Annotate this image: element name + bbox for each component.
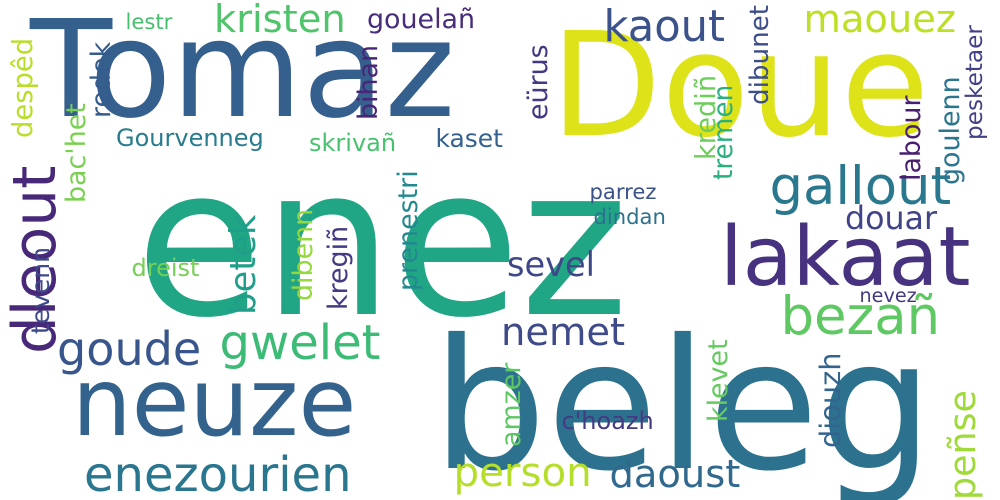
word-gwelet: gwelet [219, 315, 381, 371]
word-dindan: dindan [593, 203, 666, 229]
word-betek: betek [222, 214, 264, 315]
word-person: person [453, 449, 592, 496]
word-dibenn: dibenn [287, 208, 319, 301]
word-prenestri: prenestri [392, 169, 424, 291]
word-gouelan: gouelañ [367, 3, 476, 35]
word-kaout: kaout [603, 2, 725, 52]
word-dibunet: dibunet [745, 4, 775, 105]
word-dreist: dreist [131, 253, 200, 282]
word-daoust: daoust [609, 452, 741, 497]
word-gourvenneg: Gourvenneg [116, 123, 264, 152]
word-choazh: c'hoazh [561, 406, 654, 435]
word-diouzh: diouzh [812, 352, 847, 448]
word-parrez: parrez [589, 178, 657, 204]
word-douar: douar [845, 200, 937, 237]
word-beleg: beleg [432, 300, 934, 500]
word-bezan: bezañ [780, 286, 941, 347]
word-sevel: sevel [507, 244, 596, 284]
word-amzer: amzer [495, 362, 527, 447]
word-tevenn: tevenn [25, 246, 55, 334]
word-nemet: nemet [501, 310, 626, 355]
word-kristen: kristen [214, 0, 346, 42]
word-gallout: gallout [769, 156, 952, 217]
word-goulenn: goulenn [934, 75, 966, 185]
word-enezourien: enezourien [84, 447, 352, 500]
word-bihan: bihan [352, 44, 384, 120]
word-neuze: neuze [72, 349, 357, 458]
word-kaset: kaset [435, 123, 503, 153]
word-tomaz: Tomaz [30, 0, 456, 148]
word-goude: goude [57, 322, 202, 376]
word-eurus: eürus [522, 44, 554, 120]
word-redek: redek [85, 41, 117, 118]
word-klevet: klevet [702, 338, 734, 422]
word-lakaat: lakaat [720, 209, 971, 305]
word-tremen: tremen [709, 84, 739, 180]
word-skrivan: skrivañ [309, 128, 397, 157]
word-lestr: lestr [125, 8, 173, 34]
word-desped: despêd [7, 37, 39, 138]
word-nevez: nevez [859, 283, 917, 307]
word-pense: peñse [941, 390, 984, 500]
word-maouez: maouez [803, 0, 957, 42]
word-kregin: kregiñ [322, 225, 354, 310]
word-doue: Doue [550, 1, 930, 169]
word-pesketaer: pesketaer [961, 25, 988, 140]
word-enez: enez [135, 121, 629, 363]
word-bachet: bac'het [60, 102, 92, 203]
word-labour: labour [895, 94, 927, 181]
